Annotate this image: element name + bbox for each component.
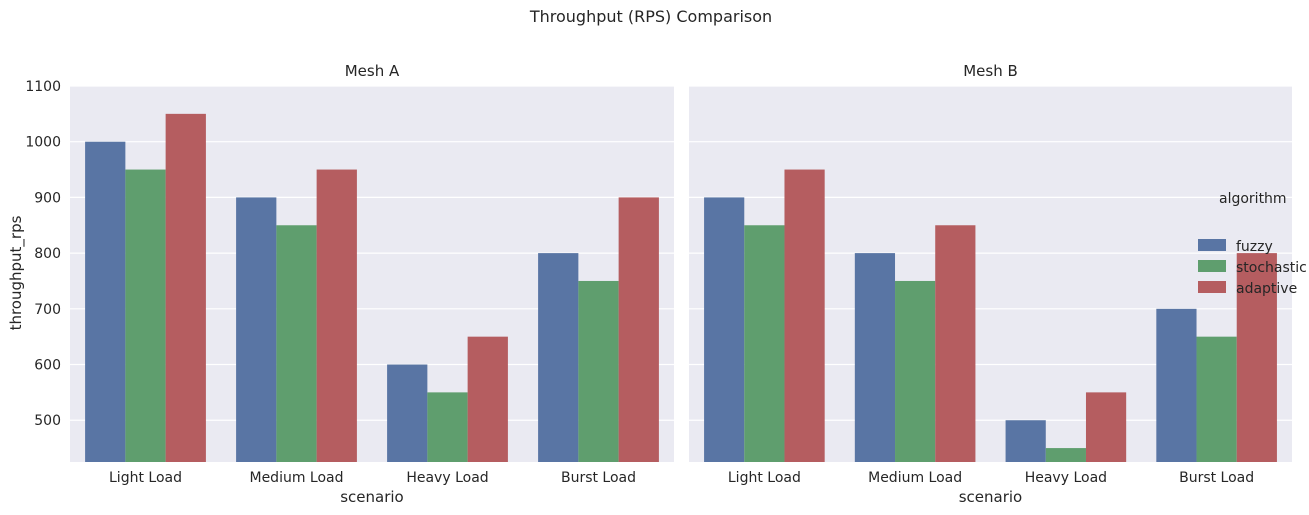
bar-stochastic-heavy-load [1045, 448, 1086, 462]
y-tick-label: 900 [34, 190, 61, 206]
bar-stochastic-light-load [125, 169, 166, 463]
bar-fuzzy-heavy-load [1005, 420, 1046, 462]
bar-stochastic-burst-load [578, 280, 619, 462]
bar-stochastic-heavy-load [427, 392, 468, 462]
bar-stochastic-light-load [744, 225, 785, 462]
y-tick-label: 700 [34, 302, 61, 318]
bar-adaptive-light-load [784, 169, 825, 463]
chart-title: Throughput (RPS) Comparison [529, 7, 772, 26]
x-axis-label: scenario [959, 488, 1023, 506]
bar-fuzzy-medium-load [236, 197, 277, 462]
bar-stochastic-burst-load [1196, 336, 1237, 462]
legend-swatch-fuzzy [1198, 239, 1226, 251]
x-axis-label: scenario [340, 488, 404, 506]
bar-adaptive-heavy-load [467, 336, 508, 462]
y-tick-label: 1000 [25, 135, 61, 151]
legend-title: algorithm [1219, 191, 1287, 207]
panel-title: Mesh A [345, 62, 400, 80]
bar-stochastic-medium-load [895, 280, 936, 462]
legend-swatch-stochastic [1198, 260, 1226, 272]
x-tick-label: Light Load [109, 470, 182, 486]
bar-fuzzy-medium-load [854, 253, 896, 462]
x-tick-label: Heavy Load [1025, 470, 1107, 486]
x-tick-label: Medium Load [868, 470, 962, 486]
bar-adaptive-medium-load [935, 225, 976, 462]
bar-adaptive-heavy-load [1085, 392, 1127, 462]
bar-adaptive-medium-load [316, 169, 357, 463]
y-axis-label: throughput_rps [7, 215, 26, 330]
x-tick-label: Medium Load [249, 470, 343, 486]
x-tick-label: Heavy Load [406, 470, 488, 486]
legend-label-stochastic: stochastic [1236, 260, 1307, 276]
legend-label-fuzzy: fuzzy [1236, 239, 1273, 255]
panel-2: Light Load Medium Load Heavy Load Burst Loa… [689, 62, 1292, 506]
legend: algorithm fuzzy stochastic adaptive [1198, 191, 1307, 297]
y-tick-label: 500 [34, 413, 61, 429]
bar-adaptive-burst-load [1236, 253, 1277, 462]
x-tick-label: Light Load [728, 470, 801, 486]
legend-swatch-adaptive [1198, 281, 1226, 293]
y-tick-label: 1100 [25, 79, 61, 95]
panel-title: Mesh B [963, 62, 1018, 80]
legend-label-adaptive: adaptive [1236, 281, 1297, 297]
bar-adaptive-burst-load [618, 197, 659, 462]
panels: Light Load Medium Load Heavy Load Burst Loa… [25, 62, 1292, 506]
bar-fuzzy-light-load [704, 197, 745, 462]
bar-stochastic-medium-load [276, 225, 317, 462]
x-tick-label: Burst Load [1179, 470, 1254, 486]
y-tick-label: 600 [34, 358, 61, 374]
panel-1: Light Load Medium Load Heavy Load Burst Loa… [25, 62, 674, 506]
y-tick-label: 800 [34, 246, 61, 262]
bar-fuzzy-light-load [85, 141, 126, 462]
bar-fuzzy-burst-load [1156, 308, 1197, 462]
bar-fuzzy-burst-load [538, 253, 579, 462]
x-tick-label: Burst Load [561, 470, 636, 486]
bar-adaptive-light-load [165, 113, 206, 462]
bar-fuzzy-heavy-load [387, 364, 428, 462]
